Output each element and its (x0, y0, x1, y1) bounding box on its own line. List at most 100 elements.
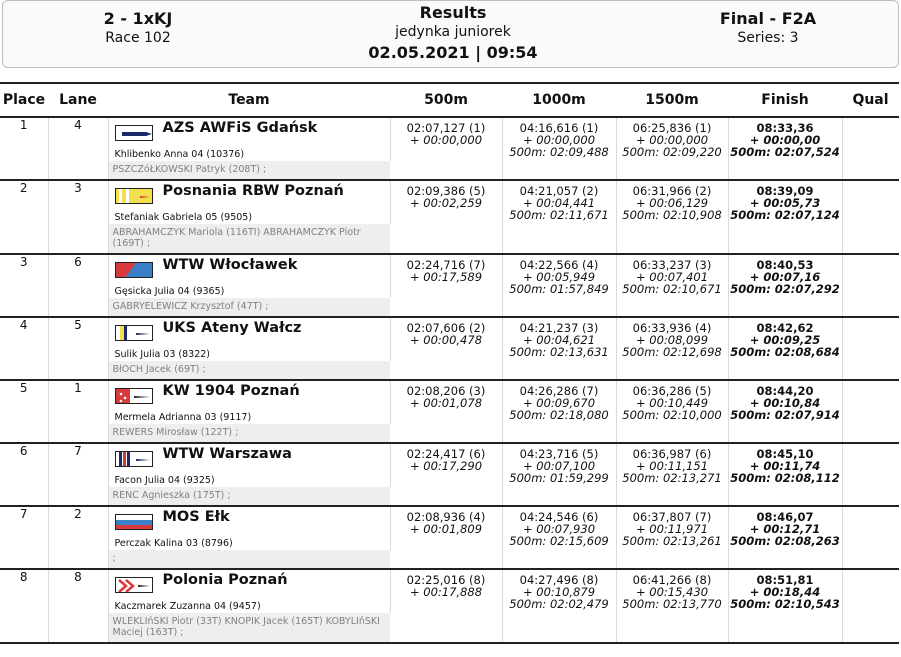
split-1000m: 04:23,716 (5) + 00:07,100 500m: 01:59,29… (502, 443, 617, 507)
time-1000m: 04:26,286 (7) (519, 384, 599, 398)
pace-1500m: 500m: 02:13,770 (622, 597, 722, 611)
diff-1000m: + 00:10,879 (522, 585, 596, 599)
split-500m: 02:08,936 (4) + 00:01,809 (390, 506, 503, 570)
finish-pace: 500m: 02:07,914 (730, 408, 840, 422)
coach-names: REWERS Mirosław (122T) ; (108, 424, 390, 444)
split-1500m: 06:41,266 (8) + 00:15,430 500m: 02:13,77… (616, 569, 729, 644)
col-500m: 500m (390, 82, 502, 118)
finish-time: 08:42,62 (756, 321, 814, 335)
table-row-coach: GABRYELEWICZ Krzysztof (47T) ; (0, 298, 899, 318)
lane-cell: 5 (48, 317, 109, 381)
time-1000m: 04:23,716 (5) (519, 447, 599, 461)
team-name: AZS AWFiS Gdańsk (162, 120, 318, 136)
table-row: 1 4 AZS AWFiS Gdańsk Khlibenko Anna 04 (… (0, 117, 899, 181)
pace-1500m: 500m: 02:13,271 (622, 471, 722, 485)
finish-pace: 500m: 02:07,124 (730, 208, 840, 222)
split-500m: 02:24,417 (6) + 00:17,290 (390, 443, 503, 507)
pace-1000m: 500m: 02:13,631 (509, 345, 609, 359)
pace-1000m: 500m: 01:57,849 (509, 282, 609, 296)
finish-cell: 08:40,53 + 00:07,16 500m: 02:07,292 (728, 254, 843, 318)
coach-names: BłOCH Jacek (69T) ; (108, 361, 390, 381)
pace-1500m: 500m: 02:12,698 (622, 345, 722, 359)
diff-500m: + 00:17,290 (409, 459, 483, 473)
club-flag-icon (114, 388, 153, 404)
team-cell: Polonia Poznań Kaczmarek Zuzanna 04 (945… (108, 569, 391, 613)
finish-diff: + 00:11,74 (749, 459, 821, 473)
team-name: UKS Ateny Wałcz (162, 320, 302, 336)
table-row-coach: REWERS Mirosław (122T) ; (0, 424, 899, 444)
team-name: Posnania RBW Poznań (162, 183, 344, 199)
pace-1000m: 500m: 02:15,609 (509, 534, 609, 548)
diff-1000m: + 00:07,930 (522, 522, 596, 536)
team-name: KW 1904 Poznań (162, 383, 300, 399)
time-500m: 02:24,716 (7) (406, 258, 486, 272)
rower-name: Khlibenko Anna 04 (10376) (114, 149, 245, 160)
pace-1000m: 500m: 01:59,299 (509, 471, 609, 485)
pace-1500m: 500m: 02:10,000 (622, 408, 722, 422)
time-500m: 02:08,206 (3) (406, 384, 486, 398)
finish-cell: 08:33,36 + 00:00,00 500m: 02:07,524 (728, 117, 843, 181)
team-cell: KW 1904 Poznań Mermela Adrianna 03 (9117… (108, 380, 391, 424)
phase-info: Final - F2A Series: 3 (668, 9, 868, 47)
table-row: 5 1 KW 1904 Poznań Mermela Adrianna 03 (… (0, 380, 899, 444)
time-500m: 02:09,386 (5) (406, 184, 486, 198)
rower-name: Sulik Julia 03 (8322) (114, 349, 211, 360)
race-series: Series: 3 (737, 30, 799, 46)
time-1500m: 06:41,266 (8) (632, 573, 712, 587)
qual-cell (842, 317, 899, 381)
pace-1000m: 500m: 02:11,671 (509, 208, 609, 222)
finish-time: 08:46,07 (756, 510, 814, 524)
diff-500m: + 00:01,078 (409, 396, 483, 410)
coach-names: PSZCZóŁKOWSKI Patryk (208T) ; (108, 161, 390, 181)
diff-1000m: + 00:05,949 (522, 270, 596, 284)
finish-cell: 08:51,81 + 00:18,44 500m: 02:10,543 (728, 569, 843, 644)
diff-500m: + 00:00,478 (409, 333, 483, 347)
table-row-coach: BłOCH Jacek (69T) ; (0, 361, 899, 381)
col-1000m: 1000m (502, 82, 616, 118)
diff-1000m: + 00:09,670 (522, 396, 596, 410)
time-1500m: 06:33,237 (3) (632, 258, 712, 272)
pace-1000m: 500m: 02:02,479 (509, 597, 609, 611)
rower-name: Perczak Kalina 03 (8796) (114, 538, 233, 549)
club-flag-icon (114, 125, 153, 141)
pace-1500m: 500m: 02:09,220 (622, 145, 722, 159)
split-1500m: 06:36,987 (6) + 00:11,151 500m: 02:13,27… (616, 443, 729, 507)
pace-1000m: 500m: 02:09,488 (509, 145, 609, 159)
results-table: Place Lane Team 500m 1000m 1500m Finish … (0, 82, 899, 644)
finish-diff: + 00:00,00 (749, 133, 821, 147)
club-flag-icon (114, 325, 153, 341)
time-500m: 02:07,127 (1) (406, 121, 486, 135)
place-cell: 7 (0, 506, 49, 570)
split-1500m: 06:36,286 (5) + 00:10,449 500m: 02:10,00… (616, 380, 729, 444)
diff-1500m: + 00:11,971 (635, 522, 709, 536)
split-1000m: 04:21,057 (2) + 00:04,441 500m: 02:11,67… (502, 180, 617, 255)
table-row: 8 8 Polonia Poznań Kaczmarek Zuzanna 04 … (0, 569, 899, 644)
lane-cell: 4 (48, 117, 109, 181)
rower-name: Kaczmarek Zuzanna 04 (9457) (114, 601, 261, 612)
diff-1500m: + 00:10,449 (635, 396, 709, 410)
split-1500m: 06:31,966 (2) + 00:06,129 500m: 02:10,90… (616, 180, 729, 255)
finish-pace: 500m: 02:07,292 (730, 282, 840, 296)
split-500m: 02:07,127 (1) + 00:00,000 (390, 117, 503, 181)
team-name: Polonia Poznań (162, 572, 288, 588)
place-cell: 4 (0, 317, 49, 381)
finish-time: 08:51,81 (756, 573, 814, 587)
time-500m: 02:08,936 (4) (406, 510, 486, 524)
diff-1500m: + 00:08,099 (635, 333, 709, 347)
finish-diff: + 00:12,71 (749, 522, 821, 536)
rower-name: Facon Julia 04 (9325) (114, 475, 215, 486)
diff-1000m: + 00:00,000 (522, 133, 596, 147)
team-name: MOS Ełk (162, 509, 230, 525)
finish-diff: + 00:09,25 (749, 333, 821, 347)
finish-time: 08:40,53 (756, 258, 814, 272)
lane-cell: 1 (48, 380, 109, 444)
team-cell: WTW Włocławek Gęsicka Julia 04 (9365) (108, 254, 391, 298)
diff-1000m: + 00:07,100 (522, 459, 596, 473)
diff-1500m: + 00:06,129 (635, 196, 709, 210)
lane-cell: 7 (48, 443, 109, 507)
rower-name: Mermela Adrianna 03 (9117) (114, 412, 252, 423)
time-500m: 02:24,417 (6) (406, 447, 486, 461)
time-1000m: 04:22,566 (4) (519, 258, 599, 272)
time-1500m: 06:25,836 (1) (632, 121, 712, 135)
qual-cell (842, 254, 899, 318)
